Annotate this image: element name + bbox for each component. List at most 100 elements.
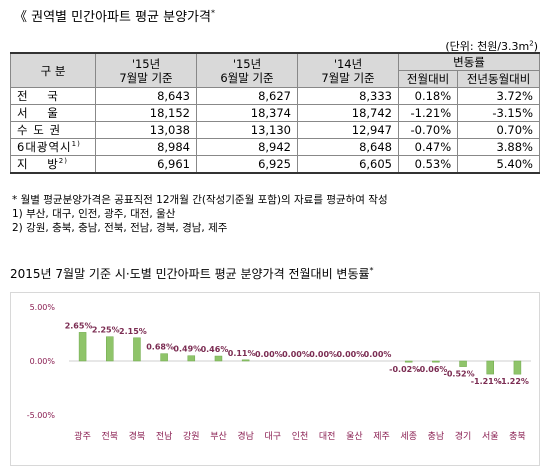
bar xyxy=(187,355,196,362)
data-label: 0.11% xyxy=(228,349,256,358)
yoy-cell: 3.72% xyxy=(457,87,540,105)
mom-cell: 0.53% xyxy=(397,155,459,174)
x-tick-label: 광주 xyxy=(74,430,91,442)
x-tick-label: 강원 xyxy=(183,431,200,442)
data-label: 0.00% xyxy=(309,350,337,359)
table-body: 전 국 8,643 8,627 8,333 0.18% 3.72% 서 울 18,152 18,… xyxy=(10,87,540,174)
x-tick-label: 대전 xyxy=(319,431,336,442)
value-cell: 6,925 xyxy=(196,155,298,174)
data-label: -0.02% xyxy=(389,365,420,374)
region-cell: 서 울 xyxy=(10,104,96,122)
bar xyxy=(160,353,168,362)
x-tick-label: 서울 xyxy=(482,431,499,442)
table-row: 서 울 18,152 18,374 18,742 -1.21% -3.15% xyxy=(10,104,540,122)
value-cell: 8,643 xyxy=(95,87,197,105)
bar xyxy=(214,355,223,362)
value-cell: 8,942 xyxy=(196,138,298,156)
bar xyxy=(106,336,114,362)
region-cell: 수 도 권 xyxy=(10,121,96,139)
unit-label: (단위: 천원/3.3m2) xyxy=(445,39,538,53)
value-cell: 18,152 xyxy=(95,104,197,122)
yoy-cell: -3.15% xyxy=(457,104,540,122)
header-jul14: '14년 7월말 기준 xyxy=(297,52,399,88)
mom-cell: 0.47% xyxy=(397,138,459,156)
region-cell: 전 국 xyxy=(10,87,96,105)
header-change: 변동률 xyxy=(398,52,540,71)
data-label: 0.00% xyxy=(364,350,392,359)
bar xyxy=(513,360,522,375)
price-table: 구 분 '15년 7월말 기준 '15년 6월말 기준 '14년 7월말 기준 … xyxy=(10,52,540,174)
value-cell: 13,038 xyxy=(95,121,197,139)
mom-cell: -1.21% xyxy=(397,104,459,122)
x-tick-label: 세종 xyxy=(400,431,417,442)
bar xyxy=(432,360,440,363)
x-tick-label: 제주 xyxy=(373,431,390,442)
yoy-cell: 3.88% xyxy=(457,138,540,156)
data-label: 0.68% xyxy=(146,343,174,352)
region-cell: 6대광역시1) xyxy=(10,138,96,156)
data-label: 0.00% xyxy=(255,350,283,359)
header-mom: 전월대비 xyxy=(397,70,459,88)
bar xyxy=(241,359,250,362)
value-cell: 8,984 xyxy=(95,138,197,156)
data-label: 0.49% xyxy=(173,345,201,354)
x-tick-label: 경기 xyxy=(455,430,472,442)
data-label: 2.65% xyxy=(65,321,93,330)
data-label: -0.52% xyxy=(444,370,475,379)
data-label: 2.25% xyxy=(92,326,120,335)
y-tick-label: 5.00% xyxy=(30,303,56,312)
value-cell: 12,947 xyxy=(297,121,399,139)
value-cell: 13,130 xyxy=(196,121,298,139)
table-row: 6대광역시1) 8,984 8,942 8,648 0.47% 3.88% xyxy=(10,138,540,156)
value-cell: 8,627 xyxy=(196,87,298,105)
footnote: * 월별 평균분양가격은 공표직전 12개월 간(작성기준월 포함)의 자료를 … xyxy=(12,194,388,206)
value-cell: 8,333 xyxy=(297,87,399,105)
x-tick-label: 경남 xyxy=(237,430,254,442)
x-tick-label: 부산 xyxy=(210,431,227,442)
data-label: -0.06% xyxy=(416,365,447,374)
value-cell: 18,374 xyxy=(196,104,298,122)
bar xyxy=(404,360,413,363)
bar xyxy=(78,332,87,362)
x-tick-label: 전북 xyxy=(101,431,118,442)
x-tick-label: 전남 xyxy=(156,431,173,442)
data-label: -1.21% xyxy=(471,377,502,386)
data-label: 0.00% xyxy=(282,350,310,359)
data-label: 0.00% xyxy=(336,350,364,359)
value-cell: 8,648 xyxy=(297,138,399,156)
footnote: 2) 강원, 충북, 충남, 전북, 전남, 경북, 경남, 제주 xyxy=(12,222,228,234)
chart-area: 5.00% 0.00% -5.00% 2.65% 광주 2.25% 전북 2.15% 경북 0.6… xyxy=(10,292,540,466)
data-label: 2.15% xyxy=(119,327,147,336)
yoy-cell: 0.70% xyxy=(457,121,540,139)
bar xyxy=(459,360,467,367)
footnote: 1) 부산, 대구, 인전, 광주, 대전, 울산 xyxy=(12,208,176,220)
chart-title: 2015년 7월말 기준 시·도별 민간아파트 평균 분양가격 전월대비 변동률… xyxy=(10,266,374,281)
x-tick-label: 충남 xyxy=(428,431,445,442)
data-label: -1.22% xyxy=(498,377,529,386)
x-tick-label: 울산 xyxy=(346,431,363,442)
header-yoy: 전년동월대비 xyxy=(457,70,540,88)
mom-cell: -0.70% xyxy=(397,121,459,139)
header-jun15: '15년 6월말 기준 xyxy=(196,52,298,88)
table-title: 《 권역별 민간아파트 평균 분양가격* xyxy=(14,8,215,25)
bar-chart: 5.00% 0.00% -5.00% 2.65% 광주 2.25% 전북 2.15% 경북 0.6… xyxy=(27,303,531,442)
header-jul15: '15년 7월말 기준 xyxy=(95,52,197,88)
x-tick-label: 경북 xyxy=(129,430,146,442)
value-cell: 6,605 xyxy=(297,155,399,174)
x-tick-label: 충북 xyxy=(509,431,526,442)
region-cell: 지 방2) xyxy=(10,155,96,174)
table-row: 수 도 권 13,038 13,130 12,947 -0.70% 0.70% xyxy=(10,121,540,139)
footnotes: * 월별 평균분양가격은 공표직전 12개월 간(작성기준월 포함)의 자료를 … xyxy=(12,193,388,235)
y-tick-label: -5.00% xyxy=(27,411,56,420)
table-row: 지 방2) 6,961 6,925 6,605 0.53% 5.40% xyxy=(10,155,540,174)
bar xyxy=(133,337,141,362)
mom-cell: 0.18% xyxy=(397,87,459,105)
value-cell: 18,742 xyxy=(297,104,399,122)
x-tick-label: 대구 xyxy=(265,431,282,442)
bar xyxy=(486,360,494,375)
data-label: 0.46% xyxy=(201,345,229,354)
table-row: 전 국 8,643 8,627 8,333 0.18% 3.72% xyxy=(10,87,540,105)
x-tick-label: 인천 xyxy=(292,431,309,442)
y-tick-label: 0.00% xyxy=(30,357,56,366)
yoy-cell: 5.40% xyxy=(457,155,540,174)
